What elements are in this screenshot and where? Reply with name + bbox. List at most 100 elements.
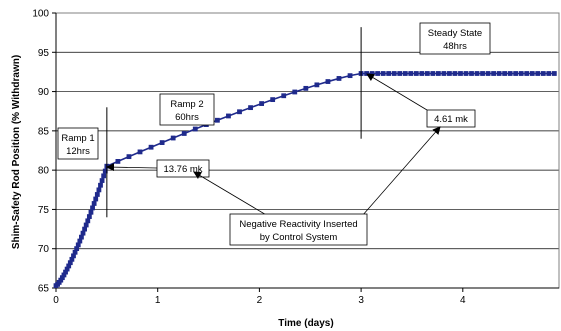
data-point-19 bbox=[83, 222, 89, 228]
data-point-13 bbox=[74, 246, 80, 252]
series-line bbox=[55, 72, 555, 287]
ann-ramp1-line2: 12hrs bbox=[66, 146, 90, 157]
x-tick-label-2: 2 bbox=[257, 295, 263, 306]
data-point-47 bbox=[270, 97, 276, 103]
data-point-81 bbox=[502, 71, 508, 76]
data-point-29 bbox=[99, 178, 105, 183]
data-point-42 bbox=[214, 117, 220, 123]
data-point-3 bbox=[58, 277, 64, 283]
data-point-51 bbox=[314, 82, 320, 88]
data-point-26 bbox=[94, 192, 100, 197]
data-point-78 bbox=[485, 71, 491, 76]
ann-mk1: 13.76 mk bbox=[163, 164, 202, 175]
data-point-17 bbox=[80, 230, 86, 236]
data-point-4 bbox=[59, 275, 65, 281]
data-point-85 bbox=[524, 71, 530, 76]
data-point-87 bbox=[535, 71, 541, 76]
box-neg bbox=[229, 213, 368, 246]
data-point-77 bbox=[480, 71, 485, 76]
data-point-52 bbox=[325, 79, 331, 84]
data-point-43 bbox=[226, 113, 231, 119]
data-point-57 bbox=[369, 71, 375, 76]
data-point-44 bbox=[237, 109, 242, 115]
data-point-40 bbox=[192, 126, 198, 132]
data-point-11 bbox=[71, 253, 76, 259]
data-point-5 bbox=[61, 272, 67, 278]
y-axis-label: Shim-Safety Rod Position (% Withdrawn) bbox=[11, 55, 22, 249]
data-point-82 bbox=[507, 71, 513, 76]
data-point-80 bbox=[496, 71, 502, 76]
data-point-10 bbox=[69, 256, 75, 262]
ann-steady-line1: Steady State bbox=[428, 28, 482, 39]
data-point-9 bbox=[67, 260, 73, 266]
data-point-73 bbox=[458, 71, 463, 76]
data-point-12 bbox=[72, 249, 78, 255]
data-point-36 bbox=[148, 144, 154, 150]
data-point-18 bbox=[82, 226, 87, 232]
data-point-8 bbox=[66, 263, 72, 269]
data-point-65 bbox=[413, 71, 419, 76]
data-point-89 bbox=[546, 71, 552, 76]
data-point-62 bbox=[397, 71, 403, 76]
data-point-28 bbox=[98, 182, 103, 188]
data-point-16 bbox=[79, 234, 84, 240]
ann-ramp2-line1: Ramp 2 bbox=[170, 99, 203, 110]
x-tick-label-4: 4 bbox=[460, 295, 466, 306]
data-point-72 bbox=[452, 71, 458, 76]
y-tick-label-95: 95 bbox=[38, 48, 50, 59]
data-point-90 bbox=[551, 71, 557, 76]
data-point-60 bbox=[386, 71, 392, 76]
data-point-45 bbox=[248, 105, 253, 111]
data-point-59 bbox=[380, 71, 386, 76]
data-point-69 bbox=[435, 71, 441, 76]
data-point-63 bbox=[402, 71, 408, 76]
data-point-50 bbox=[303, 85, 309, 91]
data-point-21 bbox=[86, 214, 92, 219]
data-point-74 bbox=[463, 71, 469, 76]
data-point-75 bbox=[469, 71, 474, 76]
data-point-20 bbox=[85, 218, 91, 224]
data-point-70 bbox=[441, 71, 447, 76]
ann-mk2: 4.61 mk bbox=[434, 114, 468, 125]
x-tick-label-1: 1 bbox=[155, 295, 161, 306]
data-point-71 bbox=[447, 71, 452, 76]
data-point-27 bbox=[96, 187, 102, 193]
box-steady bbox=[419, 22, 491, 55]
data-point-6 bbox=[63, 269, 68, 275]
data-point-76 bbox=[474, 71, 480, 76]
ann-neg-line1: Negative Reactivity Inserted bbox=[239, 219, 357, 230]
data-point-46 bbox=[259, 101, 265, 106]
data-point-58 bbox=[375, 71, 381, 76]
arrow-mk1 bbox=[106, 163, 158, 172]
data-point-37 bbox=[159, 140, 165, 145]
data-point-39 bbox=[181, 131, 187, 136]
annotations: Ramp 1 12hrs Ramp 2 60hrs Steady State 4… bbox=[57, 22, 491, 246]
data-point-53 bbox=[336, 76, 342, 81]
axes bbox=[55, 13, 559, 289]
arrow-mk2 bbox=[366, 73, 428, 111]
data-point-67 bbox=[424, 71, 430, 76]
data-point-83 bbox=[513, 71, 519, 76]
data-point-34 bbox=[126, 154, 132, 160]
x-axis-label: Time (days) bbox=[278, 318, 333, 329]
ann-neg-line2: by Control System bbox=[260, 232, 338, 243]
data-point-30 bbox=[101, 173, 107, 179]
x-tick-label-3: 3 bbox=[358, 295, 364, 306]
y-tick-label-70: 70 bbox=[38, 244, 50, 255]
data-point-49 bbox=[292, 89, 298, 95]
data-point-54 bbox=[347, 73, 353, 79]
y-tick-label-80: 80 bbox=[38, 166, 50, 177]
data-point-38 bbox=[170, 135, 176, 141]
ann-ramp1-line1: Ramp 1 bbox=[61, 133, 94, 144]
data-point-33 bbox=[115, 159, 121, 164]
arrow-neg-right bbox=[361, 126, 441, 217]
y-tick-label-75: 75 bbox=[38, 205, 50, 216]
arrow-neg-left bbox=[193, 171, 269, 217]
data-point-61 bbox=[391, 71, 397, 76]
data-point-14 bbox=[75, 242, 81, 248]
y-tick-label-90: 90 bbox=[38, 87, 50, 98]
data-point-7 bbox=[64, 266, 70, 272]
y-tick-label-100: 100 bbox=[32, 9, 49, 20]
data-point-64 bbox=[408, 71, 414, 76]
